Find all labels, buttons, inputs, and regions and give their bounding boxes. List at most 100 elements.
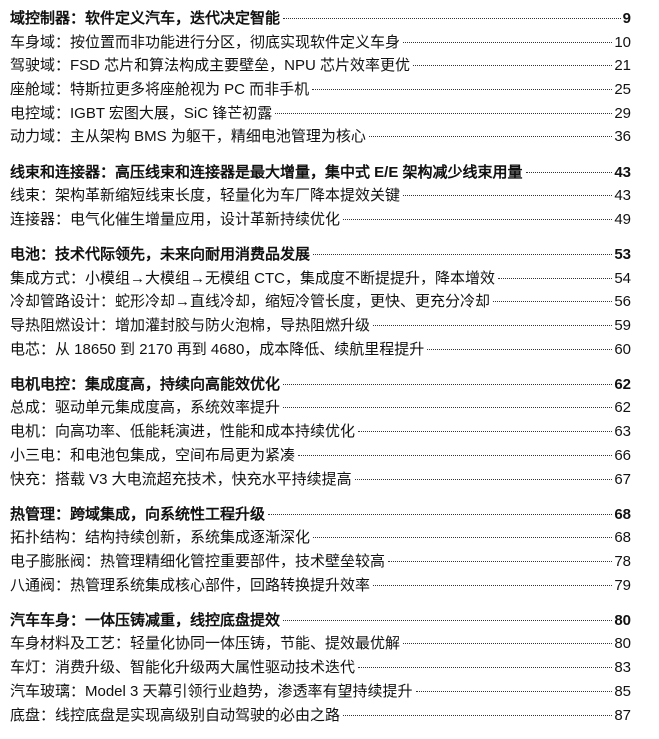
toc-entry[interactable]: 八通阀：热管理系统集成核心部件，回路转换提升效率 79 (10, 574, 631, 598)
toc-page-number: 53 (614, 245, 631, 263)
dot-leader (415, 690, 613, 692)
toc-entry-title: 底盘：线控底盘是实现高级别自动驾驶的必由之路 (10, 706, 341, 724)
toc-page-number: 49 (614, 210, 631, 228)
toc-entry-title: 冷却管路设计：蛇形冷却→直线冷却，缩短冷管长度，更快、更充分冷却 (10, 293, 491, 311)
toc-page-number: 80 (614, 635, 631, 653)
dot-leader (373, 584, 613, 586)
toc-page-number: 25 (614, 81, 631, 99)
toc-entry[interactable]: 驾驶域：FSD 芯片和算法构成主要壁垒，NPU 芯片效率更优 21 (10, 54, 631, 78)
toc-section-heading[interactable]: 电机电控：集成度高，持续向高能效优化 62 (10, 373, 631, 397)
toc-page-number: 62 (614, 375, 631, 393)
dot-leader (312, 89, 613, 91)
dot-leader (427, 348, 613, 350)
toc-entry[interactable]: 电芯：从 18650 到 2170 再到 4680，成本降低、续航里程提升 60 (10, 338, 631, 362)
toc-entry[interactable]: 车身域：按位置而非功能进行分区，彻底实现软件定义车身 10 (10, 31, 631, 55)
dot-leader (403, 195, 613, 197)
toc-section: 电池：技术代际领先，未来向耐用消费品发展 53 集成方式：小模组→大模组→无模组 C… (10, 243, 631, 361)
toc-entry[interactable]: 集成方式：小模组→大模组→无模组 CTC，集成度不断提提升，降本增效 54 (10, 267, 631, 291)
dot-leader (358, 667, 613, 669)
toc-page-number: 67 (614, 470, 631, 488)
toc-entry-title: 电机电控：集成度高，持续向高能效优化 (10, 375, 281, 393)
dot-leader (388, 561, 613, 562)
toc-entry-title: 动力域：主从架构 BMS 为躯干，精细电池管理为核心 (10, 128, 366, 146)
toc-entry-title: 车身材料及工艺：轻量化协同一体压铸，节能、提效最优解 (10, 635, 401, 653)
toc-page-number: 43 (614, 187, 631, 205)
toc-page-number: 54 (614, 269, 631, 287)
toc-entry[interactable]: 车身材料及工艺：轻量化协同一体压铸，节能、提效最优解 80 (10, 632, 631, 656)
toc-page-number: 56 (614, 293, 631, 311)
dot-leader (298, 454, 613, 456)
toc-section-heading[interactable]: 热管理：跨域集成，向系统性工程升级 68 (10, 503, 631, 527)
toc-entry[interactable]: 底盘：线控底盘是实现高级别自动驾驶的必由之路 87 (10, 704, 631, 728)
toc-entry[interactable]: 快充：搭载 V3 大电流超充技术，快充水平持续提高 67 (10, 468, 631, 492)
dot-leader (283, 407, 613, 409)
toc-page-number: 80 (614, 611, 631, 629)
toc-page-number: 66 (614, 446, 631, 464)
toc-entry-title: 电控域：IGBT 宏图大展，SiC 锋芒初露 (10, 104, 273, 122)
toc-page-number: 59 (614, 317, 631, 335)
toc-entry[interactable]: 线束：架构革新缩短线束长度，轻量化为车厂降本提效关键 43 (10, 184, 631, 208)
toc-page-number: 68 (614, 529, 631, 547)
dot-leader (268, 513, 613, 515)
toc-entry-title: 八通阀：热管理系统集成核心部件，回路转换提升效率 (10, 576, 371, 594)
toc-page-number: 21 (614, 57, 631, 75)
table-of-contents: 域控制器：软件定义汽车，迭代决定智能 9 车身域：按位置而非功能进行分区，彻底实现软… (10, 7, 631, 739)
toc-section-heading[interactable]: 电池：技术代际领先，未来向耐用消费品发展 53 (10, 243, 631, 267)
toc-entry-title: 域控制器：软件定义汽车，迭代决定智能 (10, 10, 281, 27)
toc-page-number: 36 (614, 128, 631, 146)
toc-entry[interactable]: 电子膨胀阀：热管理精细化管控重要部件，技术壁垒较高 78 (10, 550, 631, 574)
toc-section-heading[interactable]: 线束和连接器：高压线束和连接器是最大增量，集中式 E/E 架构减少线束用量 43 (10, 161, 631, 185)
toc-page-number: 10 (614, 33, 631, 51)
dot-leader (343, 714, 613, 716)
dot-leader (498, 277, 613, 279)
toc-entry[interactable]: 汽车玻璃：Model 3 天幕引领行业趋势，渗透率有望持续提升 85 (10, 680, 631, 704)
toc-entry-title: 电机：向高功率、低能耗演进，性能和成本持续优化 (10, 423, 356, 441)
dot-leader (403, 41, 613, 43)
toc-entry[interactable]: 连接器：电气化催生增量应用，设计革新持续优化 49 (10, 208, 631, 232)
toc-section: 域控制器：软件定义汽车，迭代决定智能 9 车身域：按位置而非功能进行分区，彻底实现软… (10, 7, 631, 149)
dot-leader (373, 325, 613, 327)
toc-entry[interactable]: 动力域：主从架构 BMS 为躯干，精细电池管理为核心 36 (10, 125, 631, 149)
toc-page-number: 85 (614, 682, 631, 700)
toc-entry[interactable]: 座舱域：特斯拉更多将座舱视为 PC 而非手机 25 (10, 78, 631, 102)
toc-section: 线束和连接器：高压线束和连接器是最大增量，集中式 E/E 架构减少线束用量 43 线… (10, 161, 631, 232)
toc-entry-title: 拓扑结构：结构持续创新，系统集成逐渐深化 (10, 529, 311, 547)
toc-entry-title: 导热阻燃设计：增加灌封胶与防火泡棉，导热阻燃升级 (10, 317, 371, 335)
toc-page-number: 9 (622, 10, 631, 27)
toc-entry[interactable]: 总成：驱动单元集成度高，系统效率提升 62 (10, 396, 631, 420)
toc-entry[interactable]: 导热阻燃设计：增加灌封胶与防火泡棉，导热阻燃升级 59 (10, 314, 631, 338)
dot-leader (525, 171, 613, 173)
dot-leader (313, 253, 613, 255)
toc-section-heading[interactable]: 汽车车身：一体压铸减重，线控底盘提效 80 (10, 609, 631, 633)
toc-entry-title: 电芯：从 18650 到 2170 再到 4680，成本降低、续航里程提升 (10, 340, 425, 358)
toc-entry[interactable]: 电控域：IGBT 宏图大展，SiC 锋芒初露 29 (10, 102, 631, 126)
dot-leader (313, 537, 613, 539)
toc-page-number: 87 (614, 706, 631, 724)
dot-leader (403, 643, 613, 645)
toc-section-heading[interactable]: 域控制器：软件定义汽车，迭代决定智能 9 (10, 7, 631, 31)
dot-leader (354, 478, 613, 480)
dot-leader (368, 136, 613, 138)
toc-section: 热管理：跨域集成，向系统性工程升级 68 拓扑结构：结构持续创新，系统集成逐渐深化 6… (10, 503, 631, 598)
toc-entry-title: 车灯：消费升级、智能化升级两大属性驱动技术迭代 (10, 659, 356, 677)
toc-page-number: 68 (614, 505, 631, 523)
toc-section: 电机电控：集成度高，持续向高能效优化 62 总成：驱动单元集成度高，系统效率提升 62… (10, 373, 631, 491)
toc-entry-title: 线束：架构革新缩短线束长度，轻量化为车厂降本提效关键 (10, 187, 401, 205)
toc-entry-title: 车身域：按位置而非功能进行分区，彻底实现软件定义车身 (10, 33, 401, 51)
dot-leader (283, 18, 621, 19)
toc-page-number: 62 (614, 399, 631, 417)
dot-leader (413, 65, 613, 67)
toc-page-number: 43 (614, 163, 631, 181)
toc-entry[interactable]: 电机：向高功率、低能耗演进，性能和成本持续优化 63 (10, 420, 631, 444)
toc-entry[interactable]: 小三电：和电池包集成，空间布局更为紧凑 66 (10, 444, 631, 468)
toc-entry-title: 电池：技术代际领先，未来向耐用消费品发展 (10, 245, 311, 263)
toc-entry[interactable]: 车灯：消费升级、智能化升级两大属性驱动技术迭代 83 (10, 656, 631, 680)
toc-page-number: 83 (614, 659, 631, 677)
toc-entry-title: 汽车玻璃：Model 3 天幕引领行业趋势，渗透率有望持续提升 (10, 682, 413, 700)
toc-entry[interactable]: 拓扑结构：结构持续创新，系统集成逐渐深化 68 (10, 526, 631, 550)
toc-entry-title: 总成：驱动单元集成度高，系统效率提升 (10, 399, 281, 417)
toc-entry[interactable]: 冷却管路设计：蛇形冷却→直线冷却，缩短冷管长度，更快、更充分冷却 56 (10, 290, 631, 314)
dot-leader (275, 112, 613, 114)
toc-page-number: 78 (614, 553, 631, 570)
toc-page-number: 60 (614, 340, 631, 358)
